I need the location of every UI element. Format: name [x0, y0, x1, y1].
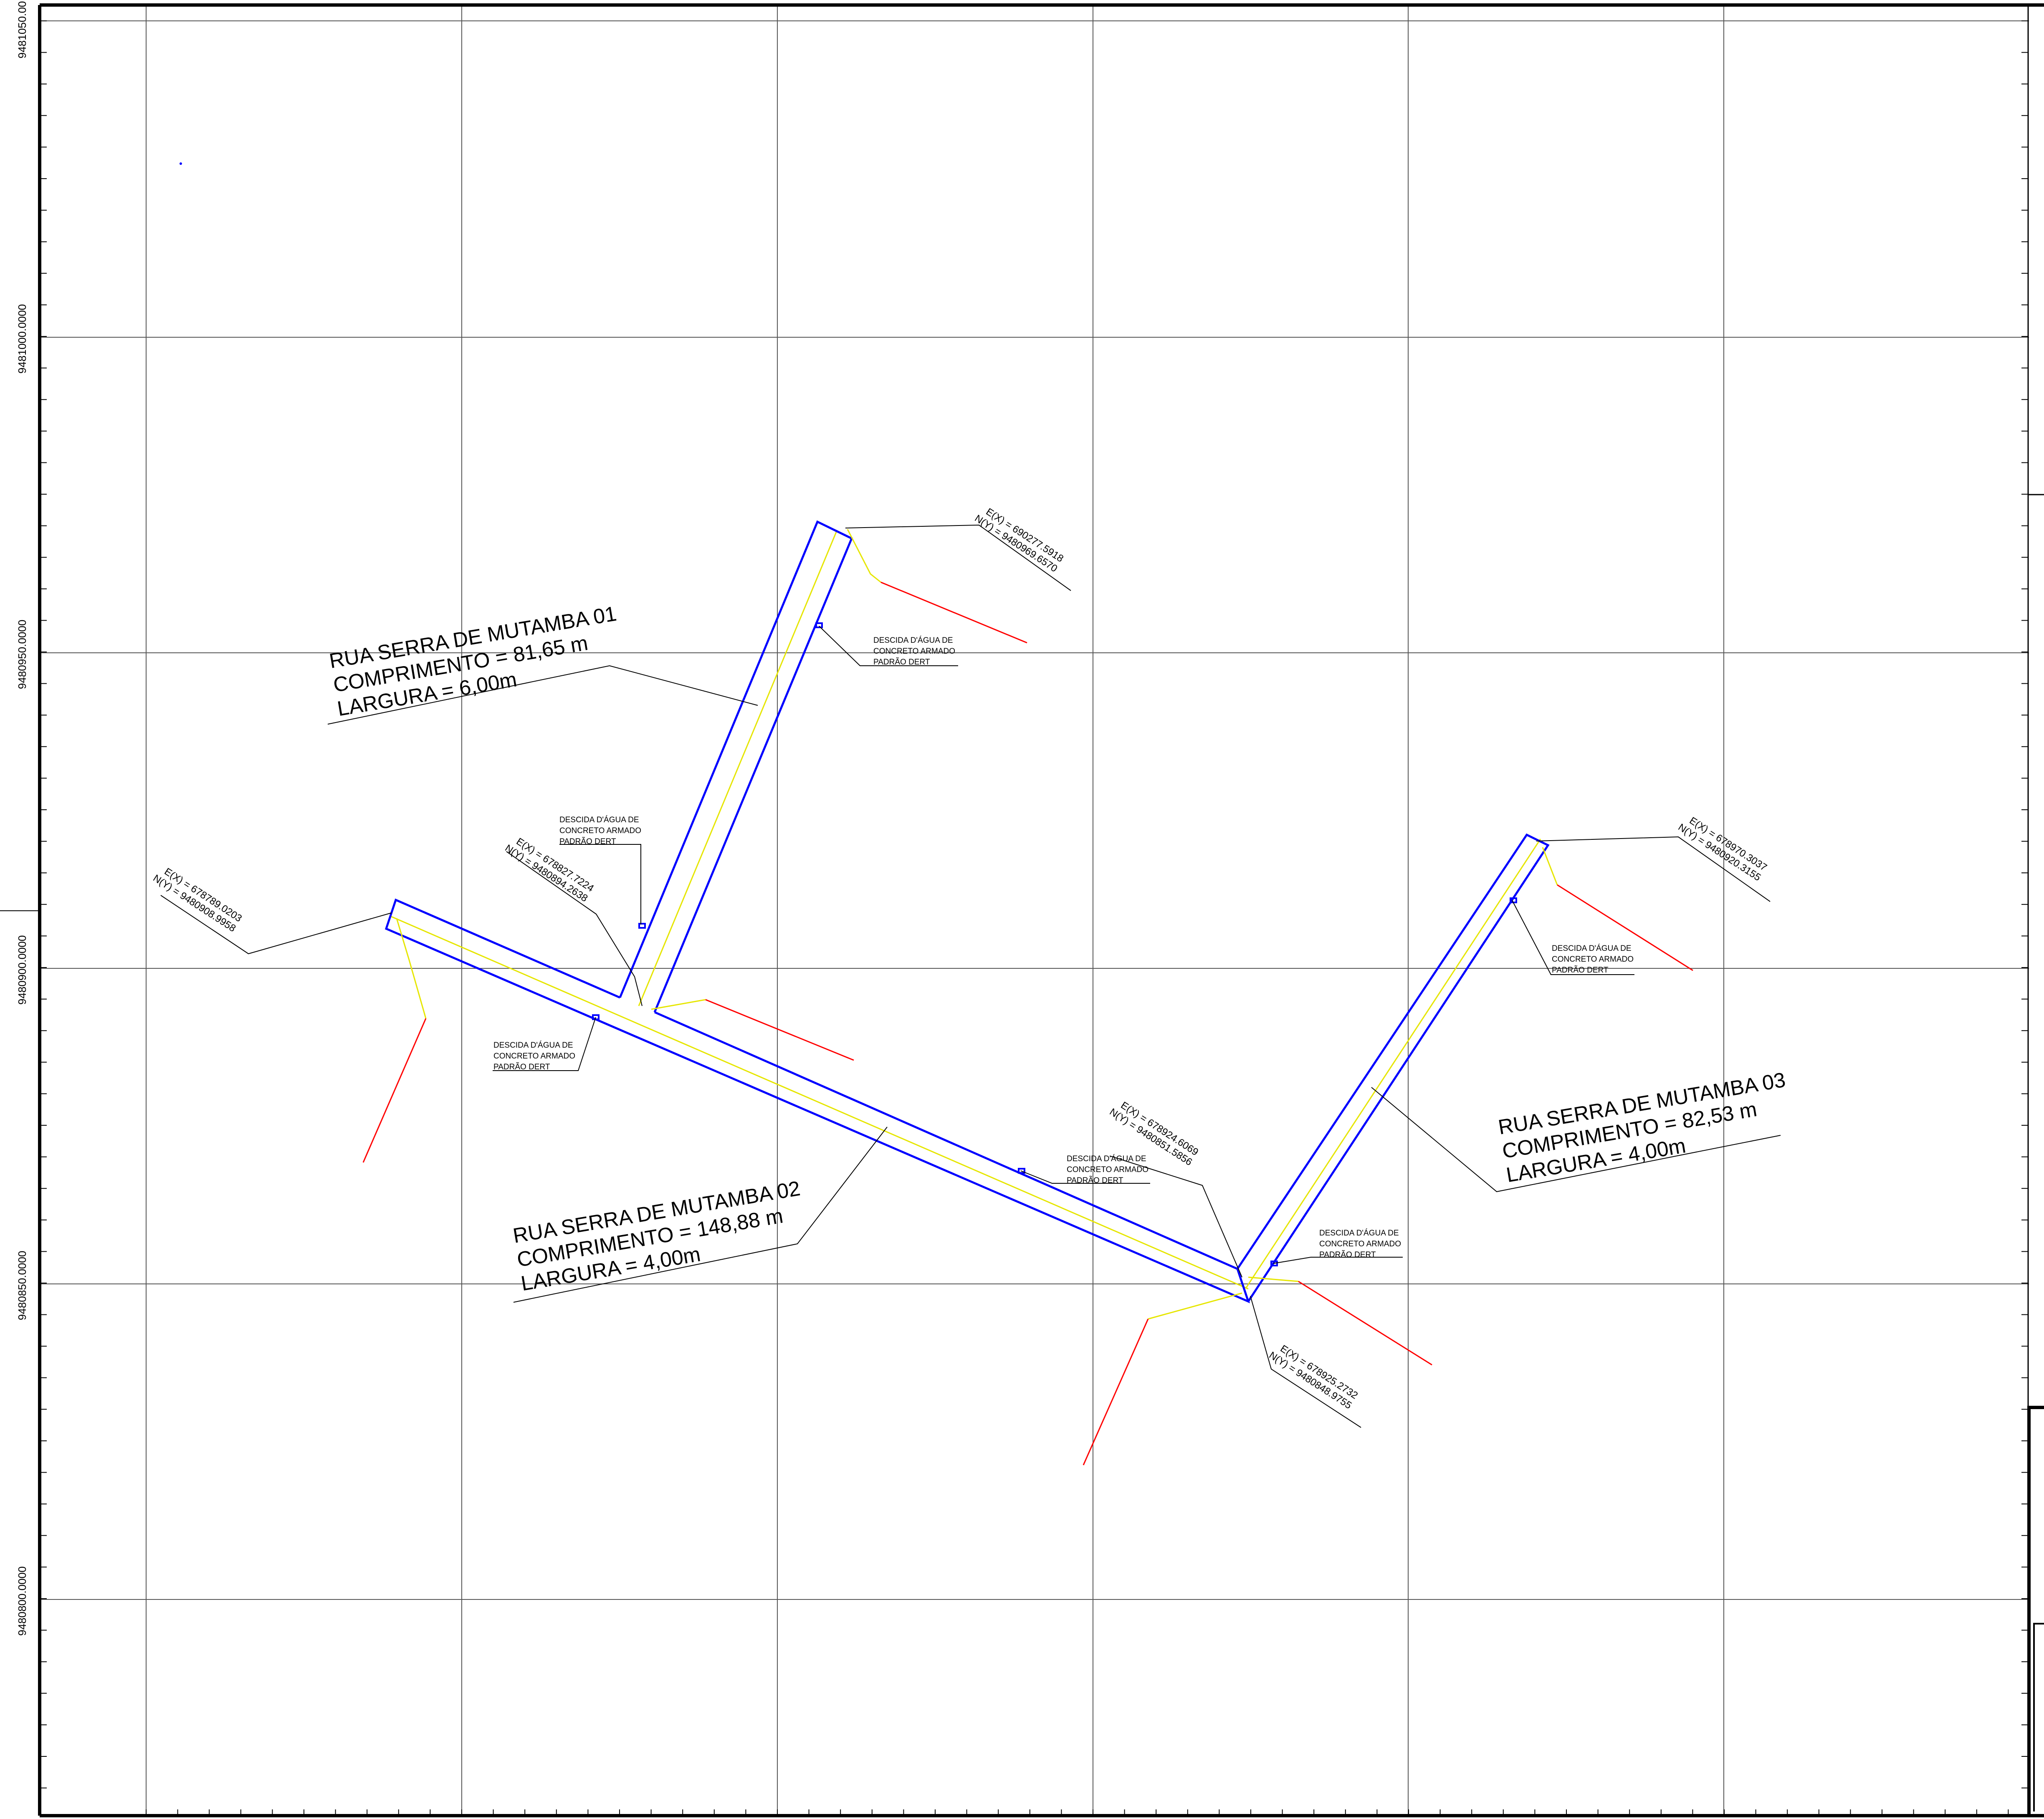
- drain-note-line: DESCIDA D'ÁGUA DE: [493, 1041, 573, 1050]
- drain-note: DESCIDA D'ÁGUA DE CONCRETO ARMADO PADRÃO…: [1552, 944, 1634, 975]
- road-3-outline: [1236, 833, 1550, 1302]
- drain-note: DESCIDA D'ÁGUA DE CONCRETO ARMADO PADRÃO…: [873, 636, 955, 667]
- drain-note-line: DESCIDA D'ÁGUA DE: [873, 636, 953, 645]
- road-centerlines: [390, 530, 1541, 1290]
- drain-note-line: CONCRETO ARMADO: [493, 1052, 575, 1061]
- drain-note: DESCIDA D'ÁGUA DE CONCRETO ARMADO PADRÃO…: [493, 1041, 575, 1071]
- drain-note-line: PADRÃO DERT: [1067, 1176, 1123, 1185]
- street-label-2: RUA SERRA DE MUTAMBA 02 COMPRIMENTO = 14…: [511, 1177, 802, 1296]
- sheet-frame-right: [0, 5, 2044, 1816]
- drain-note-line: PADRÃO DERT: [873, 657, 930, 667]
- grid-label-y: 9480800.0000: [16, 1566, 28, 1636]
- coord-label: E(X) = 678970.3037 N(Y) = 9480920.3155: [1676, 815, 1769, 883]
- road-1-outline: [619, 520, 853, 1013]
- drain-note-line: DESCIDA D'ÁGUA DE: [1067, 1155, 1146, 1163]
- drain-note-line: PADRÃO DERT: [1319, 1250, 1376, 1259]
- drain-note-line: PADRÃO DERT: [559, 837, 616, 846]
- road-edges: [385, 520, 1550, 1304]
- drain-note: DESCIDA D'ÁGUA DE CONCRETO ARMADO PADRÃO…: [1067, 1155, 1148, 1185]
- coord-label: E(X) = 690277.5918 N(Y) = 9480969.6570: [973, 506, 1065, 574]
- grid-label-y: 9480900.0000: [16, 935, 28, 1005]
- grid-label-y: 9481000.0000: [16, 304, 28, 374]
- drain-note: DESCIDA D'ÁGUA DE CONCRETO ARMADO PADRÃO…: [559, 816, 641, 846]
- drain-markers: [592, 622, 1517, 1266]
- marker-dot: [180, 162, 182, 165]
- drain-note-line: CONCRETO ARMADO: [1067, 1165, 1148, 1174]
- drain-note-line: CONCRETO ARMADO: [559, 826, 641, 835]
- grid-label-y: 9480950.0000: [16, 620, 28, 689]
- leader-lines: [160, 524, 1781, 1428]
- drain-note-line: DESCIDA D'ÁGUA DE: [1319, 1229, 1399, 1238]
- grid-label-y: 9481050.00: [16, 1, 28, 58]
- drain-note-line: PADRÃO DERT: [493, 1062, 550, 1071]
- drain-note-line: PADRÃO DERT: [1552, 965, 1609, 975]
- sheet-frame: [38, 3, 2044, 1817]
- drain-lines: [362, 581, 1693, 1465]
- drain-note: DESCIDA D'ÁGUA DE CONCRETO ARMADO PADRÃO…: [1319, 1229, 1401, 1259]
- drain-spurs: [396, 529, 1558, 1320]
- grid-labels-left: 9481050.00 9481000.0000 9480950.0000 948…: [16, 1, 28, 1636]
- street-label-3: RUA SERRA DE MUTAMBA 03 COMPRIMENTO = 82…: [1497, 1068, 1787, 1187]
- street-label-1: RUA SERRA DE MUTAMBA 01 COMPRIMENTO = 81…: [328, 602, 618, 721]
- coordinate-grid: [40, 4, 2029, 1816]
- drain-note-line: CONCRETO ARMADO: [1319, 1240, 1401, 1248]
- frame-ticks: [40, 20, 2028, 1816]
- grid-label-y: 9480850.0000: [16, 1251, 28, 1320]
- drain-note-line: DESCIDA D'ÁGUA DE: [1552, 944, 1632, 953]
- drain-note-line: CONCRETO ARMADO: [873, 647, 955, 656]
- road-2-outline: [385, 898, 1250, 1304]
- drain-note-line: CONCRETO ARMADO: [1552, 955, 1634, 964]
- drain-note-line: DESCIDA D'ÁGUA DE: [559, 816, 639, 824]
